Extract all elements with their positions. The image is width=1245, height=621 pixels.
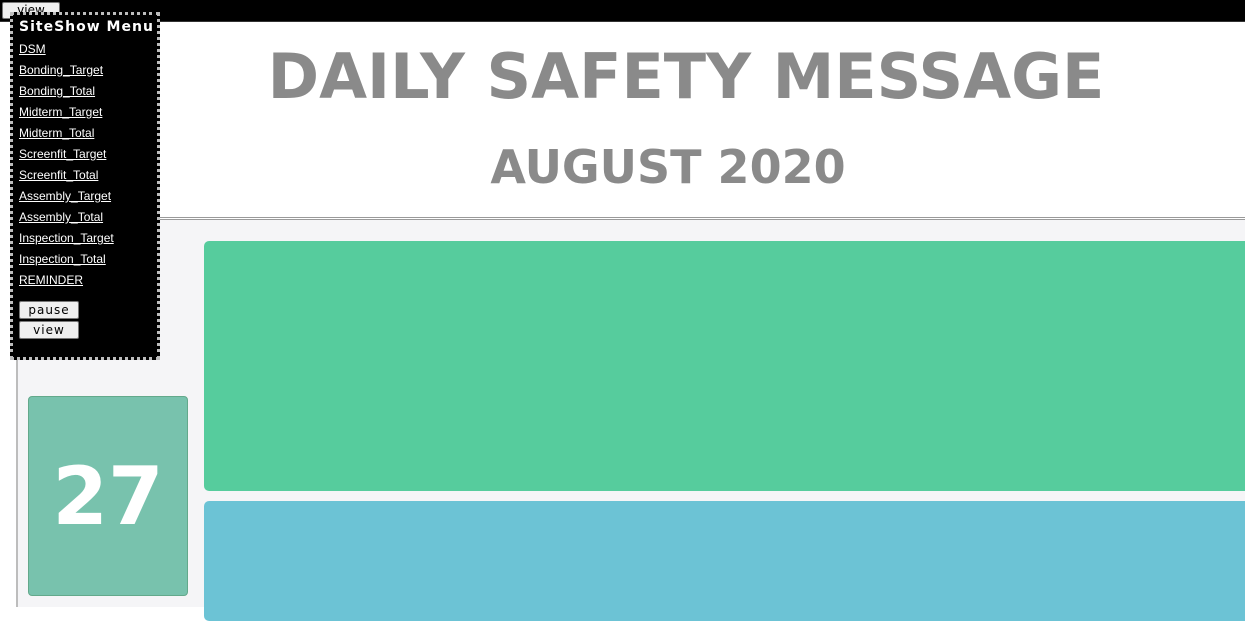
menu-link-inspection-target[interactable]: Inspection_Target xyxy=(19,231,114,245)
menu-title: SiteShow Menu xyxy=(19,19,154,35)
menu-link-inspection-total[interactable]: Inspection_Total xyxy=(19,252,106,266)
menu-item-bonding-target: Bonding_Target xyxy=(19,58,157,79)
menu-item-midterm-total: Midterm_Total xyxy=(19,121,157,142)
page-title: DAILY SAFETY MESSAGE xyxy=(267,40,1105,113)
blue-panel xyxy=(204,501,1245,621)
menu-link-bonding-total[interactable]: Bonding_Total xyxy=(19,84,96,98)
menu-item-bonding-total: Bonding_Total xyxy=(19,79,157,100)
menu-link-dsm[interactable]: DSM xyxy=(19,42,46,56)
top-bar: view xyxy=(0,0,1245,22)
menu-item-inspection-target: Inspection_Target xyxy=(19,226,157,247)
menu-link-reminder[interactable]: REMINDER xyxy=(19,273,84,287)
green-panel xyxy=(204,241,1245,491)
menu-list: DSM Bonding_Target Bonding_Total Midterm… xyxy=(19,37,157,289)
menu-item-reminder: REMINDER xyxy=(19,268,157,289)
view-button[interactable]: view xyxy=(19,321,79,339)
menu-item-screenfit-total: Screenfit_Total xyxy=(19,163,157,184)
menu-link-bonding-target[interactable]: Bonding_Target xyxy=(19,63,104,77)
page-subtitle: AUGUST 2020 xyxy=(490,140,846,194)
menu-link-screenfit-total[interactable]: Screenfit_Total xyxy=(19,168,99,182)
siteshow-menu: SiteShow Menu DSM Bonding_Target Bonding… xyxy=(10,12,160,360)
day-number: 27 xyxy=(52,449,164,543)
menu-link-assembly-total[interactable]: Assembly_Total xyxy=(19,210,104,224)
menu-link-screenfit-target[interactable]: Screenfit_Target xyxy=(19,147,107,161)
menu-item-assembly-total: Assembly_Total xyxy=(19,205,157,226)
menu-item-inspection-total: Inspection_Total xyxy=(19,247,157,268)
page-header: DAILY SAFETY MESSAGE AUGUST 2020 xyxy=(18,22,1245,217)
menu-item-screenfit-target: Screenfit_Target xyxy=(19,142,157,163)
day-box: 27 xyxy=(28,396,188,596)
menu-buttons: pause view xyxy=(19,301,157,339)
header-divider xyxy=(18,217,1245,220)
menu-item-assembly-target: Assembly_Target xyxy=(19,184,157,205)
menu-item-dsm: DSM xyxy=(19,37,157,58)
menu-link-midterm-total[interactable]: Midterm_Total xyxy=(19,126,95,140)
pause-button[interactable]: pause xyxy=(19,301,79,319)
menu-link-midterm-target[interactable]: Midterm_Target xyxy=(19,105,103,119)
menu-link-assembly-target[interactable]: Assembly_Target xyxy=(19,189,112,203)
menu-item-midterm-target: Midterm_Target xyxy=(19,100,157,121)
